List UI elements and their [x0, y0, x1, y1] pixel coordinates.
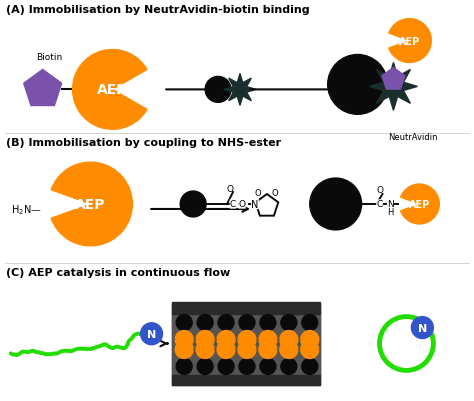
Wedge shape	[217, 341, 235, 358]
Circle shape	[218, 358, 234, 375]
Polygon shape	[24, 70, 62, 106]
Circle shape	[197, 358, 213, 375]
Text: O: O	[227, 184, 234, 193]
Polygon shape	[382, 68, 405, 90]
Polygon shape	[370, 63, 418, 111]
Wedge shape	[51, 163, 132, 246]
Circle shape	[197, 315, 213, 331]
Text: O: O	[376, 185, 383, 194]
Text: N: N	[387, 200, 394, 209]
Circle shape	[310, 178, 362, 230]
Circle shape	[281, 315, 297, 331]
Wedge shape	[217, 331, 235, 348]
Bar	[172, 314, 320, 375]
Text: O: O	[255, 188, 261, 197]
Text: AEP: AEP	[399, 36, 420, 47]
Text: AEP: AEP	[97, 83, 128, 97]
Wedge shape	[301, 341, 319, 358]
Circle shape	[239, 315, 255, 331]
Text: N: N	[418, 323, 427, 333]
Wedge shape	[259, 331, 277, 348]
Text: Biotin: Biotin	[36, 53, 62, 62]
Wedge shape	[73, 51, 147, 130]
Text: AEP: AEP	[75, 198, 106, 211]
Wedge shape	[389, 20, 431, 63]
Wedge shape	[280, 331, 298, 348]
Wedge shape	[301, 331, 319, 348]
Text: O: O	[272, 188, 278, 197]
Wedge shape	[259, 341, 277, 358]
Text: O: O	[238, 200, 246, 209]
Polygon shape	[224, 74, 256, 106]
Text: C: C	[230, 200, 236, 209]
Circle shape	[260, 315, 276, 331]
Wedge shape	[175, 341, 193, 358]
Circle shape	[141, 323, 163, 345]
Wedge shape	[196, 341, 214, 358]
Text: C: C	[376, 200, 383, 209]
Text: H: H	[387, 208, 393, 217]
Text: (B) Immobilisation by coupling to NHS-ester: (B) Immobilisation by coupling to NHS-es…	[6, 138, 281, 148]
Text: H$_2$N—: H$_2$N—	[11, 203, 41, 216]
Text: N: N	[147, 329, 156, 339]
Wedge shape	[238, 331, 256, 348]
Text: AEP: AEP	[409, 199, 430, 209]
Wedge shape	[175, 331, 193, 348]
Text: NeutrAvidin: NeutrAvidin	[388, 133, 437, 142]
Circle shape	[218, 315, 234, 331]
Circle shape	[180, 192, 206, 217]
Bar	[172, 302, 320, 314]
Circle shape	[239, 358, 255, 375]
Bar	[172, 304, 320, 385]
Text: (A) Immobilisation by NeutrAvidin-biotin binding: (A) Immobilisation by NeutrAvidin-biotin…	[6, 5, 310, 15]
Circle shape	[176, 358, 192, 375]
Circle shape	[205, 77, 231, 103]
Circle shape	[281, 358, 297, 375]
Wedge shape	[196, 331, 214, 348]
Circle shape	[302, 315, 318, 331]
Circle shape	[328, 55, 387, 115]
Circle shape	[302, 358, 318, 375]
Text: N: N	[251, 199, 259, 209]
Wedge shape	[280, 341, 298, 358]
Circle shape	[411, 317, 433, 339]
Text: (C) AEP catalysis in continuous flow: (C) AEP catalysis in continuous flow	[6, 267, 230, 277]
Bar	[172, 375, 320, 385]
Circle shape	[176, 315, 192, 331]
Circle shape	[260, 358, 276, 375]
Wedge shape	[238, 341, 256, 358]
Wedge shape	[401, 184, 439, 224]
